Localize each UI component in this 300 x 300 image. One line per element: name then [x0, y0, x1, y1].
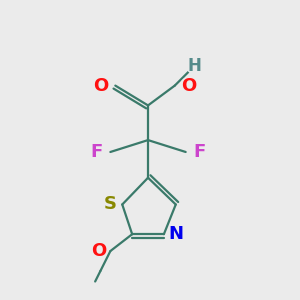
Circle shape — [168, 226, 184, 242]
Text: F: F — [90, 143, 103, 161]
Text: O: O — [93, 76, 108, 94]
Circle shape — [187, 58, 202, 74]
Text: O: O — [91, 242, 106, 260]
Circle shape — [92, 78, 108, 94]
Circle shape — [102, 196, 118, 212]
Circle shape — [88, 144, 104, 160]
Text: N: N — [168, 225, 183, 243]
Text: F: F — [194, 143, 206, 161]
Text: S: S — [104, 196, 117, 214]
Text: O: O — [181, 76, 196, 94]
Circle shape — [192, 144, 208, 160]
Circle shape — [91, 243, 106, 259]
Circle shape — [181, 78, 196, 94]
Text: H: H — [188, 57, 202, 75]
